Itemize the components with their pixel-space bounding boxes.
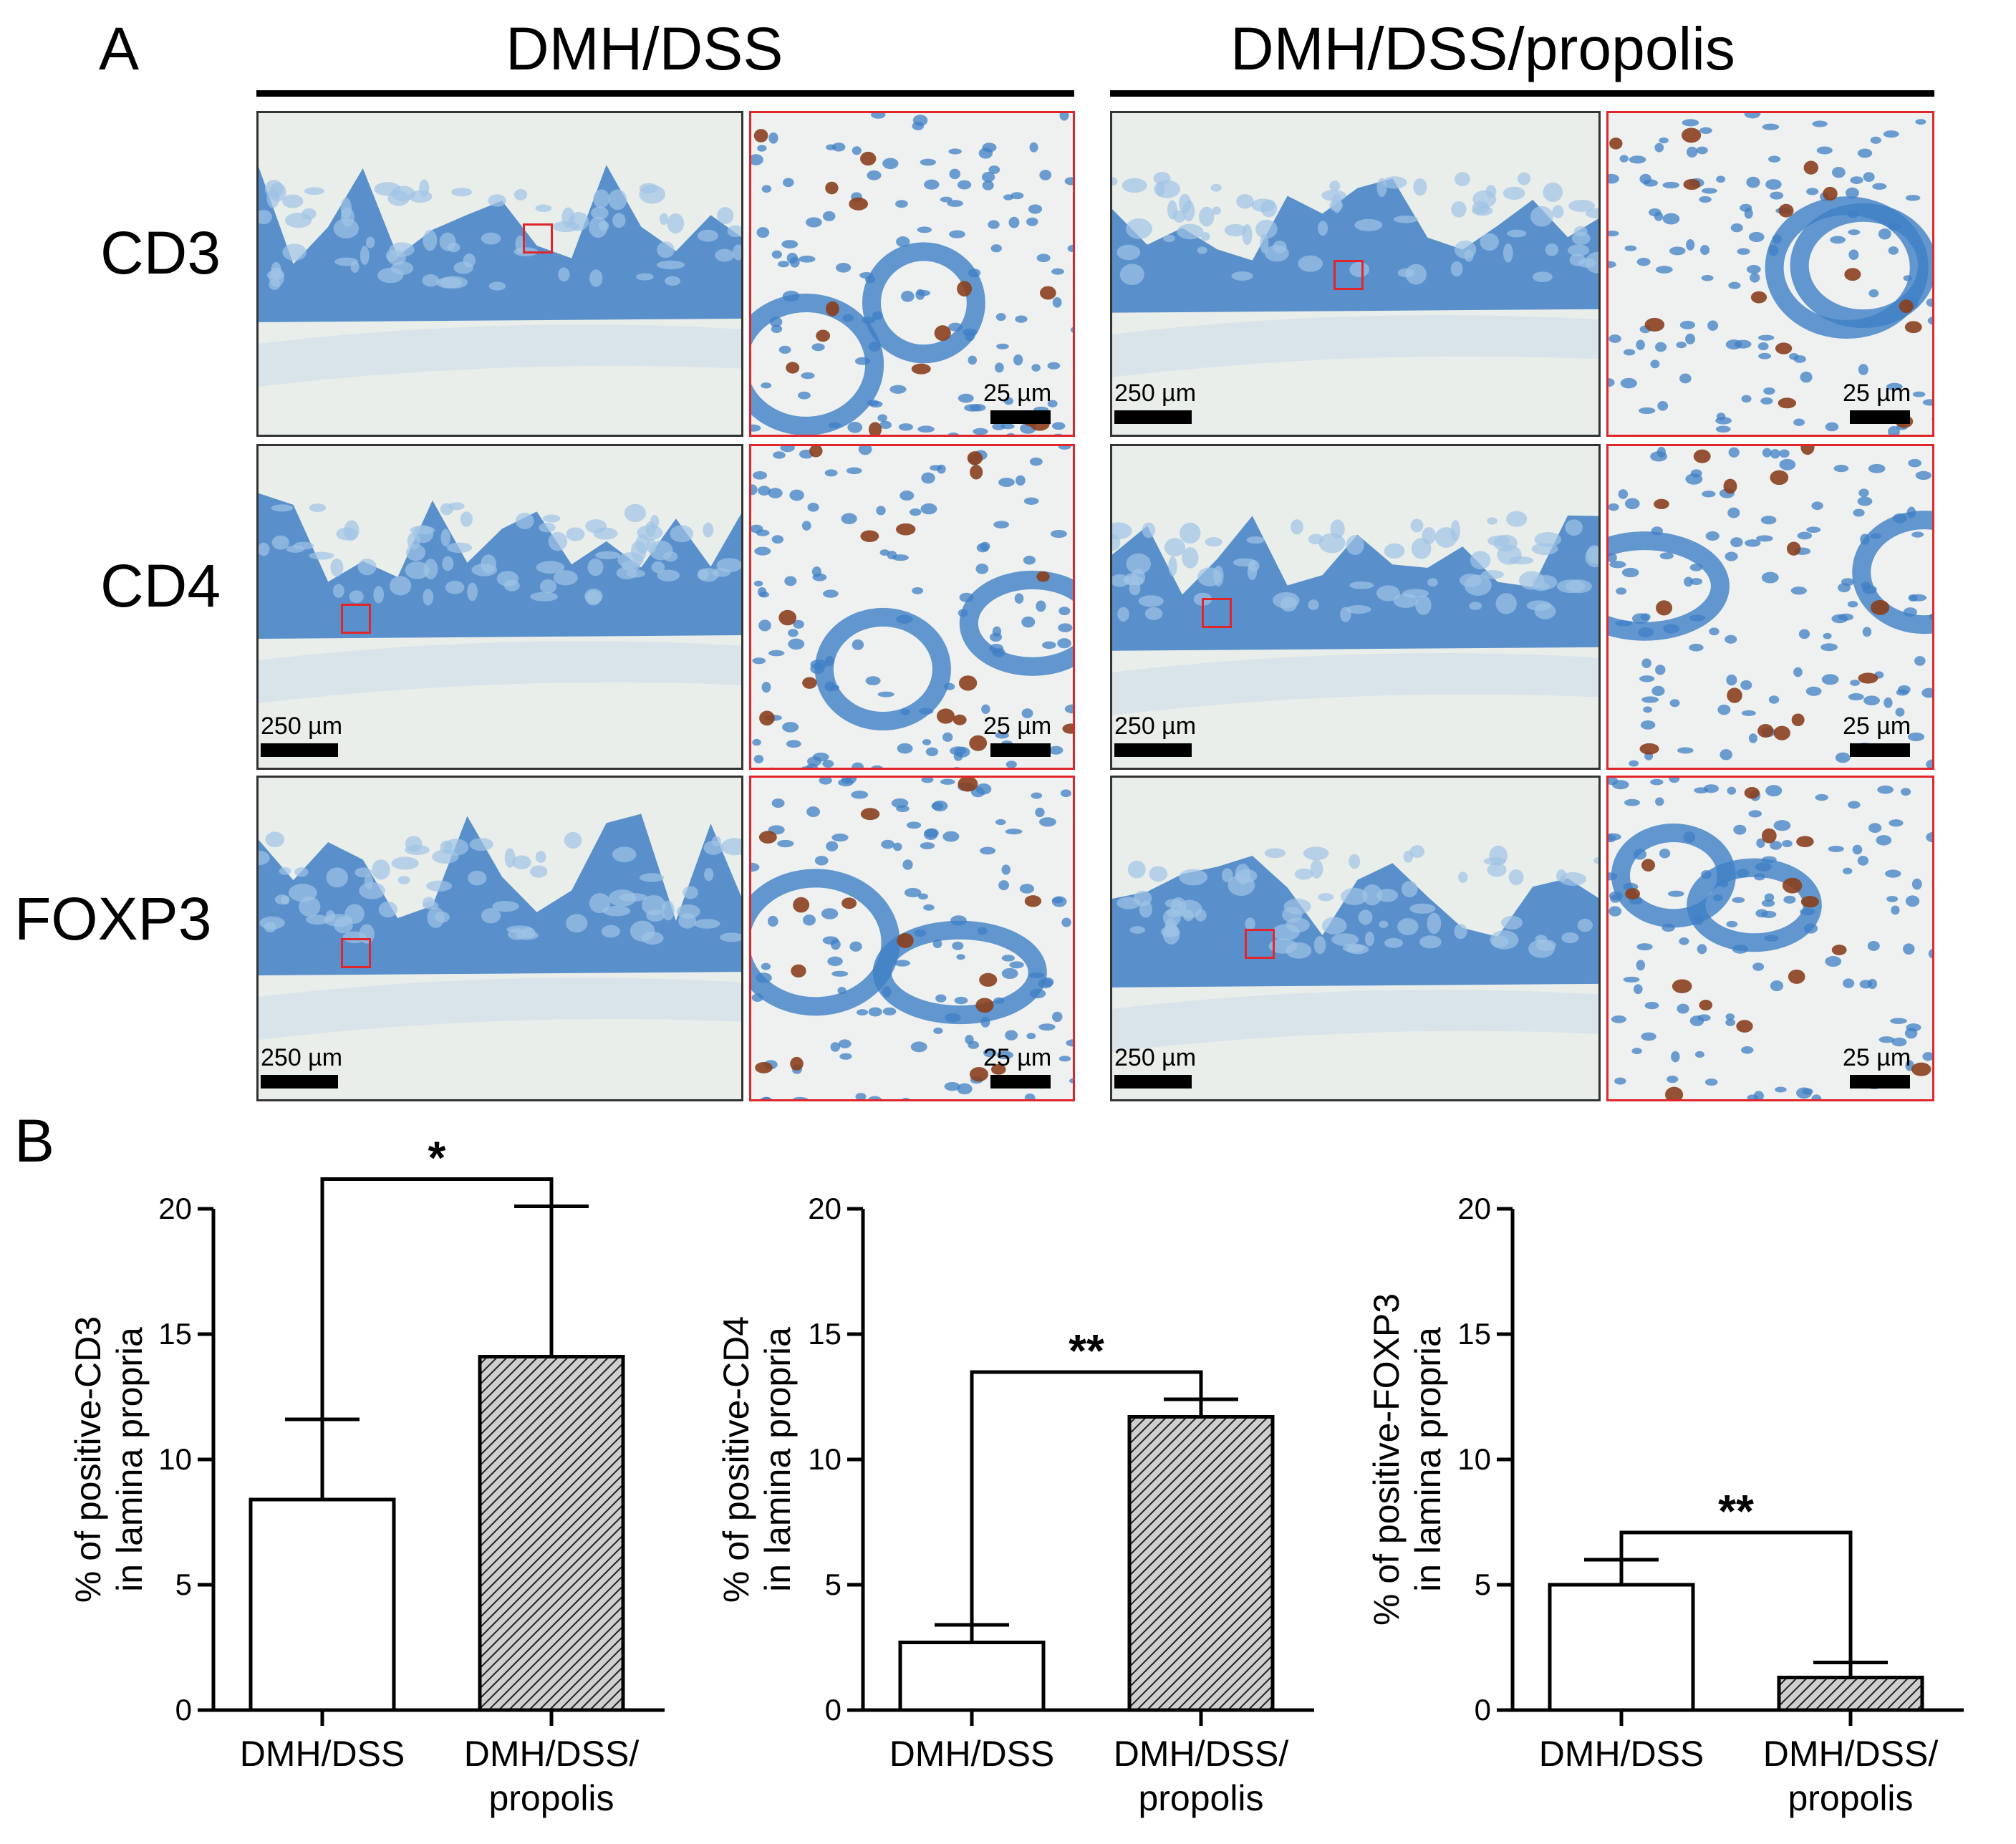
micrograph-foxp3-dmh-dss-propolis-inset: [1606, 776, 1934, 1101]
y-tick-label: 20: [1457, 1192, 1491, 1225]
scale-bar-label: 25 µm: [1843, 380, 1911, 407]
y-axis-label: % of positive-CD3in lamina propria: [68, 1316, 150, 1603]
y-tick-label: 15: [1457, 1317, 1491, 1351]
micrograph-cd4-dmh-dss-inset: [749, 444, 1075, 770]
significance-label: *: [428, 1132, 446, 1184]
inset-region-marker: [1333, 260, 1364, 290]
y-tick-label: 5: [825, 1568, 841, 1601]
micrograph-cd3-dmh-dss-overview: [256, 111, 743, 437]
y-tick-label: 10: [808, 1442, 841, 1476]
row-label-cd3: CD3: [100, 219, 221, 286]
bar-dmh-dss: [898, 1641, 1046, 1712]
y-tick-label: 20: [808, 1192, 841, 1225]
significance-bracket: [970, 1370, 1203, 1625]
significance-bracket: [1619, 1530, 1853, 1663]
scale-bar: [990, 1075, 1051, 1088]
panel-b-letter: B: [14, 1107, 55, 1174]
micrograph-cd3-dmh-dss-propolis-inset: [1606, 111, 1934, 437]
y-tick-label: 15: [808, 1317, 841, 1351]
micrograph-foxp3-dmh-dss-propolis-overview: [1110, 776, 1601, 1101]
y-tick-label: 10: [158, 1442, 192, 1476]
panel-a-letter: A: [99, 15, 140, 82]
row-label-foxp3: FOXP3: [14, 885, 212, 952]
significance-bracket: [320, 1177, 554, 1419]
micrograph-cd4-dmh-dss-propolis-inset: [1606, 444, 1934, 770]
x-tick-label: DMH/DSS/propolis: [1763, 1734, 1939, 1818]
y-tick-label: 0: [825, 1693, 841, 1727]
scale-bar: [1114, 743, 1192, 757]
y-tick-label: 15: [158, 1317, 192, 1351]
y-tick-label: 20: [158, 1192, 192, 1225]
y-axis-label: % of positive-FOXP3in lamina propria: [1366, 1293, 1448, 1626]
y-tick-label: 5: [1475, 1568, 1491, 1601]
y-tick-label: 0: [175, 1693, 192, 1727]
scale-bar: [1114, 410, 1192, 424]
scale-bar: [1114, 1075, 1192, 1088]
bar-dmh-dss-propolis: [478, 1355, 625, 1712]
inset-region-marker: [1245, 929, 1275, 959]
scale-bar-label: 25 µm: [983, 1044, 1052, 1071]
bar-dmh-dss-propolis: [1777, 1676, 1924, 1712]
inset-region-marker: [1202, 598, 1232, 628]
x-tick-label: DMH/DSS/propolis: [464, 1734, 640, 1818]
group-title-dmh-dss-propolis: DMH/DSS/propolis: [1230, 15, 1735, 82]
micrograph-foxp3-dmh-dss-inset: [749, 776, 1075, 1101]
x-tick-label: DMH/DSS: [240, 1734, 405, 1774]
x-tick-label: DMH/DSS/propolis: [1114, 1734, 1289, 1818]
micrograph-cd4-dmh-dss-propolis-overview: [1110, 444, 1601, 770]
y-axis-label: % of positive-CD4in lamina propria: [716, 1316, 798, 1603]
micrograph-foxp3-dmh-dss-overview: [256, 776, 743, 1101]
y-tick-label: 0: [1475, 1693, 1491, 1727]
group-title-dmh-dss: DMH/DSS: [506, 15, 783, 82]
micrograph-cd3-dmh-dss-propolis-overview: [1110, 111, 1601, 437]
bar-dmh-dss-propolis: [1127, 1415, 1275, 1712]
scale-bar: [1850, 410, 1910, 424]
group-rule-dmh-dss: [256, 90, 1074, 97]
scale-bar: [1850, 743, 1910, 757]
group-rule-dmh-dss-propolis: [1110, 90, 1934, 97]
scale-bar: [1850, 1075, 1910, 1088]
scale-bar-label: 250 µm: [261, 713, 343, 740]
scale-bar-label: 25 µm: [983, 713, 1052, 740]
x-tick-label: DMH/DSS: [1539, 1734, 1704, 1774]
scale-bar-label: 25 µm: [983, 380, 1052, 407]
y-tick-label: 10: [1457, 1442, 1491, 1476]
scale-bar: [261, 743, 338, 757]
scale-bar-label: 250 µm: [1114, 380, 1197, 407]
inset-region-marker: [341, 604, 371, 634]
scale-bar-label: 25 µm: [1843, 1044, 1911, 1071]
inset-region-marker: [523, 223, 553, 254]
scale-bar-label: 250 µm: [261, 1044, 343, 1071]
scale-bar: [261, 1075, 338, 1088]
y-tick-label: 5: [175, 1568, 192, 1601]
scale-bar: [990, 743, 1051, 757]
bar-dmh-dss: [1548, 1583, 1695, 1712]
inset-region-marker: [341, 938, 371, 968]
scale-bar-label: 25 µm: [1843, 713, 1911, 740]
scale-bar-label: 250 µm: [1114, 713, 1197, 740]
scale-bar: [990, 410, 1051, 424]
bar-dmh-dss: [249, 1497, 396, 1712]
micrograph-cd3-dmh-dss-inset: [749, 111, 1075, 437]
chart-2: 0 5 10 15 20 % of positive-CD4in lamina propr…: [716, 1192, 1314, 1818]
micrograph-cd4-dmh-dss-overview: [256, 444, 743, 770]
chart-1: 0 5 10 15 20 % of positive-CD3in lamina propr…: [68, 1132, 665, 1818]
x-tick-label: DMH/DSS: [889, 1734, 1055, 1774]
significance-label: **: [1718, 1485, 1754, 1537]
chart-3: 0 5 10 15 20 % of positive-FOXP3in lamina pro…: [1366, 1192, 1964, 1818]
row-label-cd4: CD4: [100, 552, 221, 619]
significance-label: **: [1069, 1325, 1104, 1376]
scale-bar-label: 250 µm: [1114, 1044, 1197, 1071]
